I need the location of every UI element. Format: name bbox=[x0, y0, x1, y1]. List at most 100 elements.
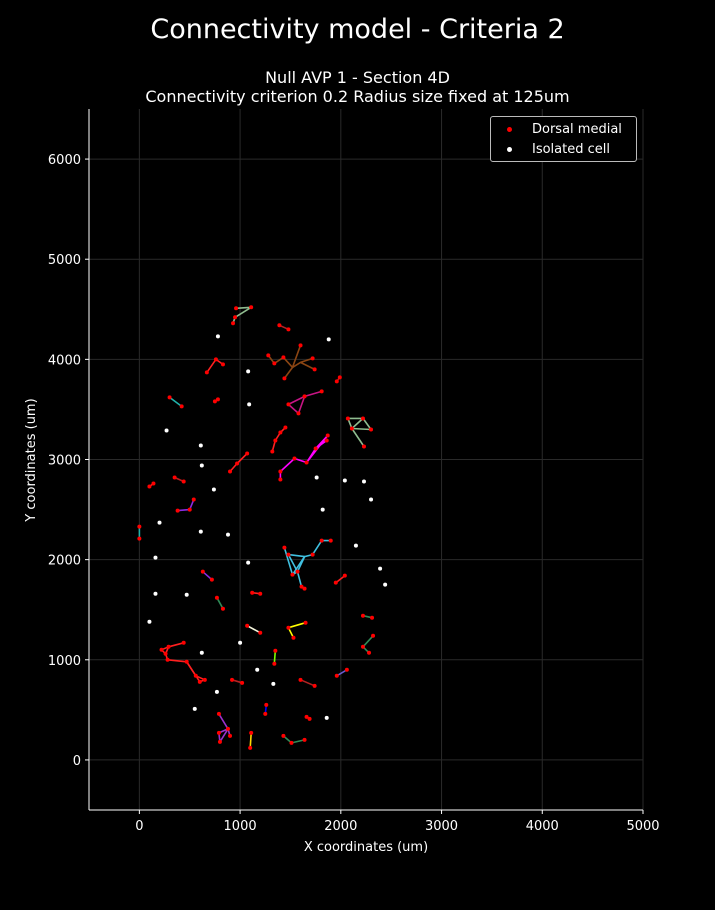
dorsal-medial-point bbox=[217, 739, 222, 744]
tick-labels: 0 1000 2000 3000 4000 5000 0 1000 2000 3000 4000 50… bbox=[48, 153, 660, 834]
dorsal-medial-point bbox=[231, 321, 236, 326]
legend-item-isolated-cell: Isolated cell bbox=[497, 142, 610, 157]
connectivity-edge bbox=[232, 306, 252, 324]
dorsal-medial-point bbox=[286, 552, 291, 557]
dorsal-medial-point bbox=[226, 726, 231, 731]
connectivity-edge bbox=[169, 396, 183, 408]
dorsal-medial-point bbox=[360, 416, 365, 421]
y-tick-label: 1000 bbox=[48, 654, 81, 669]
connectivity-edge bbox=[288, 395, 305, 406]
connectivity-edge bbox=[273, 650, 277, 664]
axes bbox=[85, 109, 644, 814]
dorsal-medial-point bbox=[278, 477, 283, 482]
dorsal-medial-point bbox=[292, 456, 297, 461]
legend-marker bbox=[507, 127, 512, 132]
dorsal-medial-point bbox=[212, 399, 217, 404]
dorsal-medial-point bbox=[181, 479, 186, 484]
dorsal-medial-point bbox=[345, 416, 350, 421]
connectivity-edge bbox=[246, 624, 261, 634]
dorsal-medial-point bbox=[310, 552, 315, 557]
dorsal-medial-point bbox=[147, 484, 152, 489]
dorsal-medial-point bbox=[273, 648, 278, 653]
dorsal-medial-point bbox=[273, 438, 278, 443]
legend: Dorsal medial Isolated cell bbox=[490, 116, 637, 162]
connectivity-edge bbox=[216, 597, 224, 610]
isolated-cell-point bbox=[184, 592, 189, 597]
dorsal-medial-point bbox=[370, 615, 375, 620]
dorsal-medial-point bbox=[151, 481, 156, 486]
dorsal-medial-point bbox=[216, 730, 221, 735]
isolated-cell-point bbox=[198, 529, 203, 534]
dorsal-medial-point bbox=[337, 375, 342, 380]
dorsal-medial-point bbox=[137, 524, 142, 529]
dorsal-medial-point bbox=[159, 647, 164, 652]
dorsal-medial-point bbox=[290, 572, 295, 577]
dorsal-medial-point bbox=[220, 362, 225, 367]
dorsal-medial-point bbox=[233, 315, 238, 320]
dorsal-medial-point bbox=[367, 650, 372, 655]
dorsal-medial-point bbox=[179, 404, 184, 409]
connectivity-edge bbox=[283, 357, 313, 379]
dorsal-medial-point bbox=[298, 343, 303, 348]
isolated-cell-point bbox=[215, 334, 220, 339]
dorsal-medial-point bbox=[240, 680, 245, 685]
isolated-cell-point bbox=[314, 475, 319, 480]
dorsal-medial-point bbox=[264, 702, 269, 707]
y-tick-label: 4000 bbox=[48, 353, 81, 368]
dorsal-medial-point bbox=[228, 733, 233, 738]
dorsal-medial-point bbox=[167, 395, 172, 400]
dorsal-medial-point bbox=[272, 661, 277, 666]
dorsal-medial-point bbox=[266, 353, 271, 358]
dorsal-medial-point bbox=[286, 625, 291, 630]
dorsal-medial-point bbox=[228, 469, 233, 474]
isolated-cell-point bbox=[147, 619, 152, 624]
dorsal-medial-point bbox=[172, 475, 177, 480]
dorsal-medial-point bbox=[230, 677, 235, 682]
isolated-cell-point bbox=[226, 532, 231, 537]
x-tick-label: 1000 bbox=[224, 819, 257, 834]
connectivity-edge bbox=[287, 390, 322, 415]
isolated-cell-point bbox=[320, 507, 325, 512]
dorsal-medial-point bbox=[181, 640, 186, 645]
dorsal-medial-point bbox=[303, 620, 308, 625]
isolated-cell-point bbox=[164, 428, 169, 433]
x-tick-label: 4000 bbox=[526, 819, 559, 834]
dorsal-medial-point bbox=[191, 497, 196, 502]
isolated-cell-point bbox=[198, 443, 203, 448]
figure-suptitle: Connectivity model - Criteria 2 bbox=[150, 14, 565, 45]
dorsal-medial-point bbox=[328, 538, 333, 543]
dorsal-medial-point bbox=[304, 460, 309, 465]
x-axis-label: X coordinates (um) bbox=[304, 840, 428, 855]
connectivity-edge bbox=[351, 417, 364, 430]
connectivity-edge bbox=[160, 645, 170, 655]
dorsal-medial-point bbox=[307, 716, 312, 721]
connectivity-edge bbox=[347, 417, 372, 431]
connectivity-edge bbox=[347, 418, 365, 447]
x-tick-label: 3000 bbox=[425, 819, 458, 834]
isolated-cell-point bbox=[369, 497, 374, 502]
y-tick-label: 6000 bbox=[48, 153, 81, 168]
dorsal-medial-point bbox=[263, 711, 268, 716]
dorsal-medial-point bbox=[197, 679, 202, 684]
isolated-cell-point bbox=[157, 520, 162, 525]
dorsal-medial-point bbox=[342, 573, 347, 578]
legend-item-dorsal-medial: Dorsal medial bbox=[497, 122, 622, 137]
dorsal-medial-point bbox=[235, 461, 240, 466]
isolated-cell-point bbox=[246, 560, 251, 565]
dorsal-medial-point bbox=[175, 508, 180, 513]
y-tick-label: 0 bbox=[73, 754, 81, 769]
grid-lines bbox=[89, 109, 644, 810]
isolated-cell-point bbox=[255, 667, 260, 672]
dorsal-medial-point bbox=[249, 730, 254, 735]
dorsal-medial-point bbox=[213, 357, 218, 362]
legend-label: Isolated cell bbox=[532, 142, 610, 157]
connectivity-edge bbox=[271, 426, 286, 452]
y-tick-label: 3000 bbox=[48, 454, 81, 469]
dorsal-medial-point bbox=[278, 430, 283, 435]
isolated-cell-point bbox=[214, 689, 219, 694]
dorsal-medial-point bbox=[312, 367, 317, 372]
chart-title-line-1: Null AVP 1 - Section 4D bbox=[265, 68, 450, 87]
dorsal-medial-point bbox=[250, 590, 255, 595]
isolated-cell-point bbox=[199, 463, 204, 468]
